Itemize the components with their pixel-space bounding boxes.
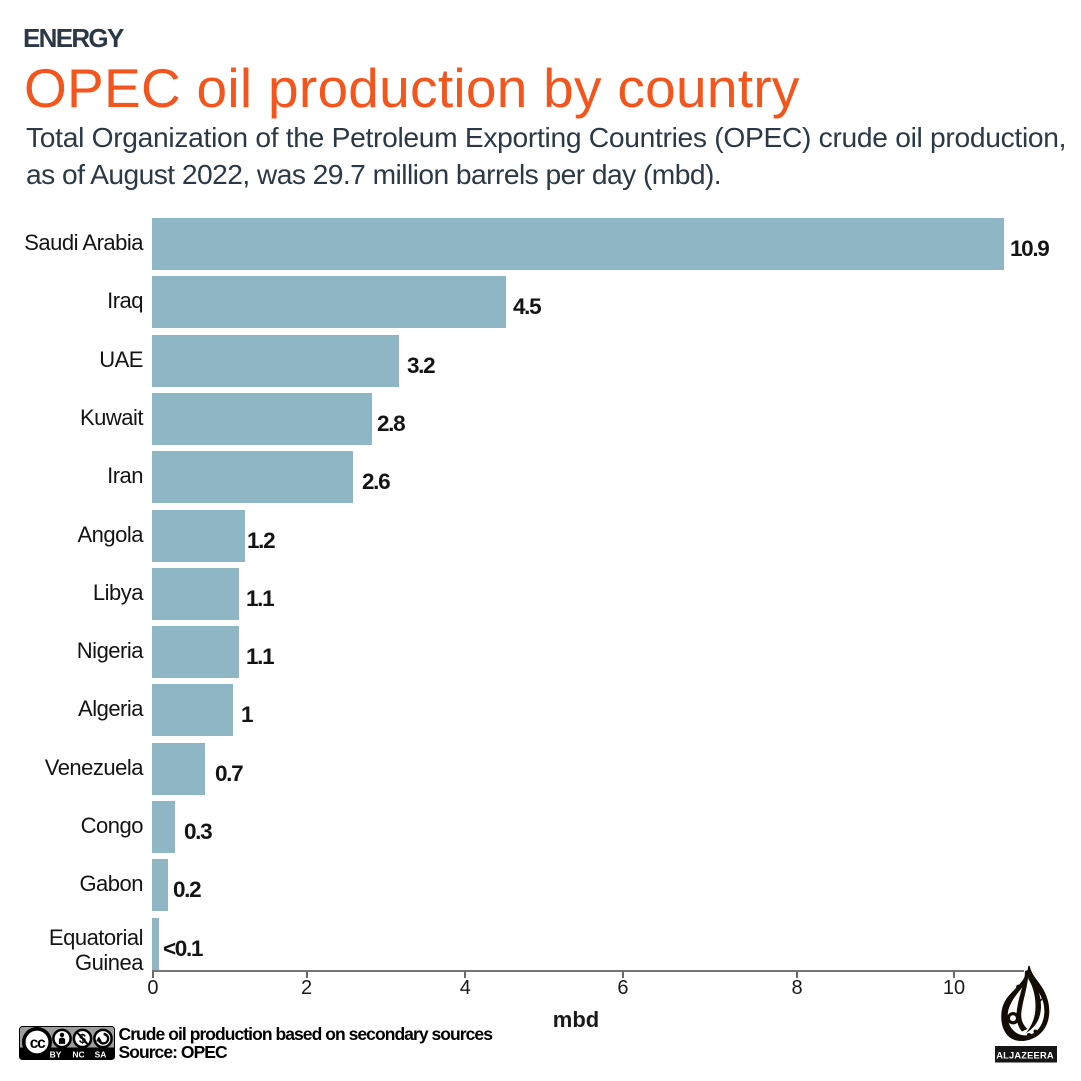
svg-text:cc: cc bbox=[30, 1035, 46, 1052]
svg-text:NC: NC bbox=[72, 1050, 84, 1060]
svg-text:ALJAZEERA: ALJAZEERA bbox=[996, 1050, 1054, 1060]
svg-text:BY: BY bbox=[50, 1050, 62, 1060]
svg-text:SA: SA bbox=[95, 1050, 107, 1060]
